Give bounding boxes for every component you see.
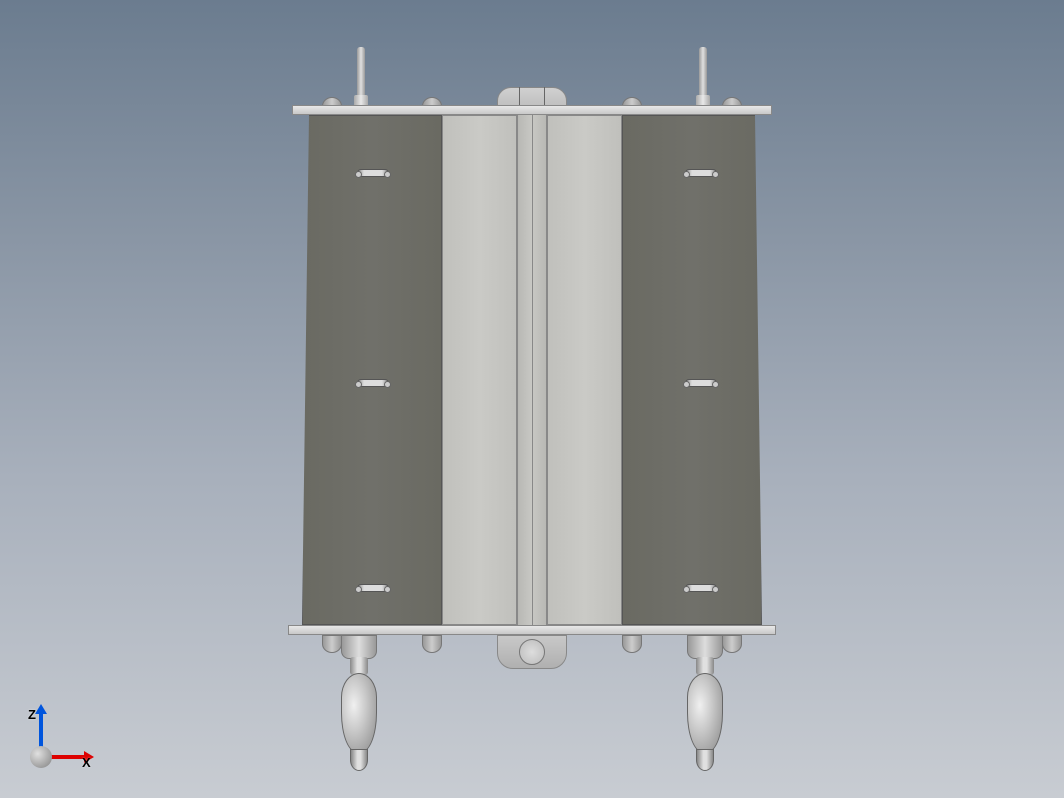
- panel-center: [517, 115, 547, 625]
- bottom-center-circle: [519, 639, 545, 665]
- z-axis-label: Z: [28, 707, 36, 722]
- hinge-bolt: [685, 584, 717, 592]
- coordinate-axis-indicator[interactable]: Z X: [20, 708, 90, 778]
- handle-mount-left: [341, 635, 377, 659]
- handle-right: [685, 657, 725, 772]
- axis-origin-icon: [30, 746, 52, 768]
- handle-tip: [350, 749, 368, 771]
- x-axis-label: X: [82, 755, 91, 770]
- hinge-bolt: [357, 379, 389, 387]
- bottom-mount-cylinder: [722, 635, 742, 653]
- bottom-mount-cylinder: [622, 635, 642, 653]
- handle-mount-right: [687, 635, 723, 659]
- hinge-bolt: [685, 169, 717, 177]
- panel-outer-right: [622, 115, 762, 625]
- cad-model[interactable]: [282, 39, 782, 759]
- cad-viewport[interactable]: Z X: [0, 0, 1064, 798]
- handle-body: [687, 673, 723, 753]
- bottom-mount-cylinder: [422, 635, 442, 653]
- hinge-bolt: [685, 379, 717, 387]
- panel-inner-right: [547, 115, 622, 625]
- x-axis-icon: [48, 755, 86, 759]
- hinge-bolt: [357, 169, 389, 177]
- handle-tip: [696, 749, 714, 771]
- hinge-bolt: [357, 584, 389, 592]
- panel-inner-left: [442, 115, 517, 625]
- panel-outer-left: [302, 115, 442, 625]
- bottom-plate: [288, 625, 776, 635]
- handle-left: [339, 657, 379, 772]
- z-axis-icon: [39, 712, 43, 750]
- top-plate: [292, 105, 772, 115]
- handle-body: [341, 673, 377, 753]
- bottom-mount-cylinder: [322, 635, 342, 653]
